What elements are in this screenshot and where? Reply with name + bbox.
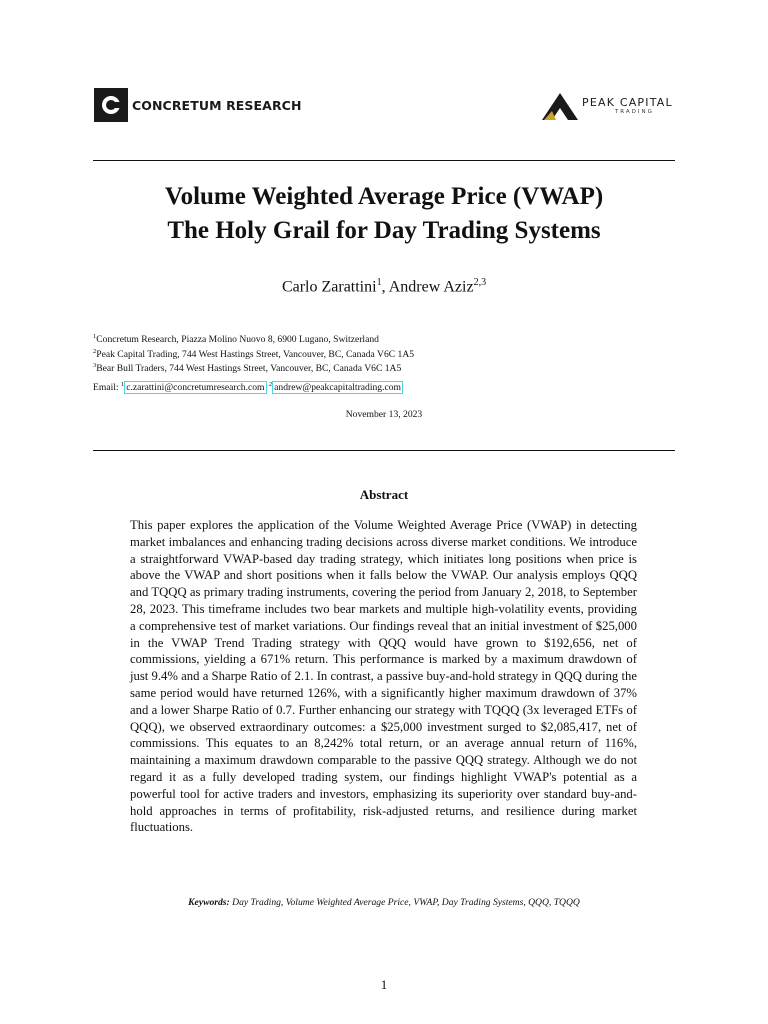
affiliation-mark: 1: [93, 333, 97, 340]
keywords-text: Day Trading, Volume Weighted Average Pri…: [232, 897, 580, 908]
middle-rule: [93, 450, 675, 451]
concretum-logo-icon: [94, 88, 128, 122]
affiliation-item: 1Concretum Research, Piazza Molino Nuovo…: [93, 331, 414, 346]
top-rule: [93, 160, 675, 161]
title-line-2: The Holy Grail for Day Trading Systems: [167, 217, 601, 244]
abstract-heading: Abstract: [359, 487, 409, 502]
email-mark: 2: [268, 381, 273, 388]
abstract-body: This paper explores the application of t…: [130, 518, 637, 835]
affiliation-mark: 2: [93, 347, 97, 355]
affiliation-text: Concretum Research, Piazza Molino Nuovo …: [96, 334, 379, 346]
author-affiliation-mark: 1: [376, 277, 382, 288]
affiliation-text: Bear Bull Traders, 744 West Hastings Str…: [96, 363, 402, 375]
email-link-aziz[interactable]: andrew@peakcapitaltrading.com: [272, 381, 404, 395]
concretum-logo-text: CONCRETUM RESEARCH: [132, 97, 302, 113]
affiliation-list: 1Concretum Research, Piazza Molino Nuovo…: [93, 331, 414, 375]
keywords-line: Keywords: Day Trading, Volume Weighted A…: [60, 897, 708, 908]
author-affiliation-mark: 2,3: [473, 277, 487, 288]
peak-capital-logo-text: PEAK CAPITAL: [582, 95, 673, 109]
author-name: Carlo Zarattini: [281, 278, 377, 296]
affiliation-item: 3Bear Bull Traders, 744 West Hastings St…: [93, 360, 414, 375]
email-mark: 1: [120, 381, 125, 388]
email-line: Email: 1 c.zarattini@concretumresearch.co…: [93, 381, 404, 395]
peak-mountain-icon: [542, 93, 578, 120]
affiliation-text: Peak Capital Trading, 744 West Hastings …: [96, 348, 415, 360]
page-number: 1: [380, 977, 388, 992]
author-separator: ,: [381, 278, 389, 296]
paper-title: Volume Weighted Average Price (VWAP) The…: [60, 180, 708, 248]
email-link-zarattini[interactable]: c.zarattini@concretumresearch.com: [124, 381, 267, 395]
affiliation-item: 2Peak Capital Trading, 744 West Hastings…: [93, 346, 414, 361]
affiliation-mark: 3: [93, 362, 97, 370]
author-name: Andrew Aziz: [388, 278, 474, 296]
peak-capital-logo: PEAK CAPITAL TRADING: [540, 90, 673, 122]
concretum-research-logo: CONCRETUM RESEARCH: [94, 88, 302, 122]
keywords-label: Keywords:: [188, 897, 230, 908]
email-label: Email:: [93, 382, 119, 394]
publication-date: November 13, 2023: [345, 409, 423, 420]
title-line-1: Volume Weighted Average Price (VWAP): [164, 183, 604, 210]
peak-capital-logo-subtext: TRADING: [614, 108, 654, 115]
author-list: Carlo Zarattini1, Andrew Aziz2,3: [60, 277, 708, 296]
